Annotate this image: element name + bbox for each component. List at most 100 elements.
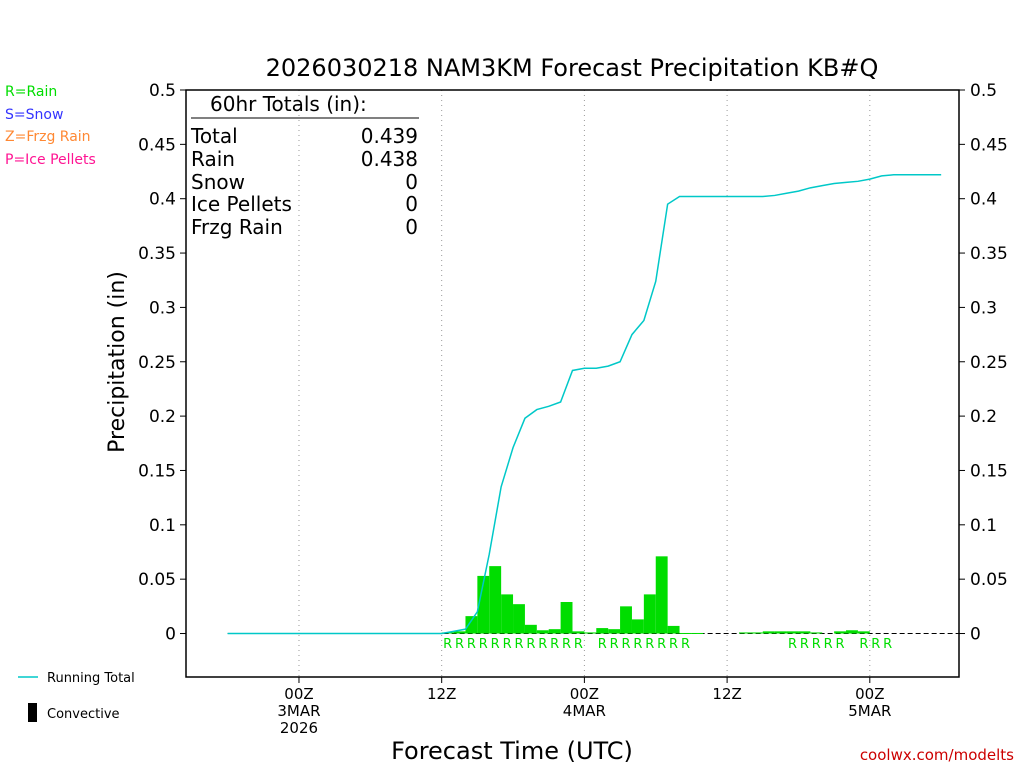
precip-type-label: R bbox=[871, 637, 880, 652]
totals-title: 60hr Totals (in): bbox=[210, 92, 367, 116]
y-tick-label-right: 0.5 bbox=[970, 81, 997, 101]
rain-bar bbox=[774, 631, 787, 634]
plot-frame bbox=[185, 89, 960, 678]
precip-type-label: R bbox=[657, 637, 666, 652]
rain-bar bbox=[655, 556, 668, 634]
credit-link[interactable]: coolwx.com/modelts bbox=[860, 746, 1014, 764]
rain-bar bbox=[608, 629, 621, 634]
totals-value-rain: 0.438 bbox=[361, 147, 418, 171]
legend-rain: R=Rain bbox=[5, 84, 57, 100]
totals-value-snow: 0 bbox=[405, 170, 418, 194]
precip-type-label: R bbox=[812, 637, 821, 652]
totals-label-ice: Ice Pellets bbox=[191, 192, 292, 216]
totals-label-total: Total bbox=[190, 124, 238, 148]
y-tick-label-left: 0.4 bbox=[149, 190, 176, 210]
y-tick-label-right: 0 bbox=[970, 625, 981, 645]
x-tick-label: 3MAR bbox=[277, 702, 320, 720]
precip-type-label: R bbox=[610, 637, 619, 652]
y-tick-label-right: 0.25 bbox=[970, 353, 1008, 373]
legend-running-total: Running Total bbox=[47, 671, 135, 686]
totals-label-frzg: Frzg Rain bbox=[191, 215, 283, 239]
precip-type-label: R bbox=[550, 637, 559, 652]
y-tick-label-right: 0.4 bbox=[970, 190, 997, 210]
convective-legend-swatch bbox=[28, 703, 37, 722]
y-tick-label-right: 0.05 bbox=[970, 570, 1008, 590]
rain-bar bbox=[762, 631, 775, 634]
y-tick-label-right: 0.45 bbox=[970, 135, 1008, 155]
precip-type-label: R bbox=[859, 637, 868, 652]
y-tick-label-left: 0.5 bbox=[149, 81, 176, 101]
y-tick-label-right: 0.15 bbox=[970, 461, 1008, 481]
rain-bar bbox=[548, 629, 561, 634]
chart-title: 2026030218 NAM3KM Forecast Precipitation… bbox=[266, 54, 879, 82]
totals-label-rain: Rain bbox=[191, 147, 235, 171]
precip-type-label: R bbox=[788, 637, 797, 652]
rain-bar bbox=[631, 619, 644, 634]
rain-bar bbox=[524, 624, 537, 634]
rain-bar bbox=[798, 631, 811, 634]
precip-type-label: R bbox=[443, 637, 452, 652]
precip-type-label: R bbox=[491, 637, 500, 652]
x-tick-label: 12Z bbox=[427, 685, 456, 703]
totals-value-ice: 0 bbox=[405, 192, 418, 216]
x-axis-label: Forecast Time (UTC) bbox=[391, 737, 633, 765]
totals-value-frzg: 0 bbox=[405, 215, 418, 239]
running-total-group bbox=[227, 174, 942, 635]
rain-bar bbox=[643, 594, 656, 634]
precip-type-label: R bbox=[836, 637, 845, 652]
y-tick-label-right: 0.2 bbox=[970, 407, 997, 427]
y-tick-label-right: 0.35 bbox=[970, 244, 1008, 264]
y-tick-label-left: 0.25 bbox=[138, 353, 176, 373]
x-tick-label: 00Z bbox=[570, 685, 599, 703]
bars-group bbox=[441, 556, 870, 634]
precip-type-label: R bbox=[479, 637, 488, 652]
precip-type-label: R bbox=[824, 637, 833, 652]
y-tick-label-left: 0.05 bbox=[138, 570, 176, 590]
precip-type-label: R bbox=[681, 637, 690, 652]
totals-box: 60hr Totals (in): Total 0.439 Rain 0.438… bbox=[190, 92, 419, 239]
precip-type-label: R bbox=[621, 637, 630, 652]
rain-bar bbox=[750, 632, 763, 634]
rain-bar bbox=[834, 631, 847, 634]
precip-type-label: R bbox=[669, 637, 678, 652]
legend-frzg: Z=Frzg Rain bbox=[5, 129, 91, 145]
precip-type-label: R bbox=[503, 637, 512, 652]
x-tick-label: 2026 bbox=[280, 719, 318, 737]
precip-type-label: R bbox=[598, 637, 607, 652]
y-tick-label-left: 0.3 bbox=[149, 298, 176, 318]
y-tick-label-right: 0.3 bbox=[970, 298, 997, 318]
y-axis-label: Precipitation (in) bbox=[105, 271, 130, 453]
rain-bar bbox=[513, 604, 525, 634]
x-tick-label: 00Z bbox=[855, 685, 884, 703]
totals-label-snow: Snow bbox=[191, 170, 245, 194]
rain-bar bbox=[620, 606, 632, 634]
x-tick-label: 5MAR bbox=[848, 702, 891, 720]
precip-type-label: R bbox=[514, 637, 523, 652]
running-total-line bbox=[227, 174, 942, 635]
rain-bar bbox=[453, 631, 466, 634]
precip-type-label: R bbox=[883, 637, 892, 652]
rain-bar bbox=[536, 630, 549, 634]
legend-convective: Convective bbox=[47, 707, 120, 722]
rain-bar bbox=[572, 631, 585, 634]
rain-bar bbox=[786, 631, 799, 634]
precip-type-label: R bbox=[455, 637, 464, 652]
rain-bar bbox=[501, 594, 514, 634]
grid-lines bbox=[227, 90, 959, 677]
legend-ice: P=Ice Pellets bbox=[5, 152, 96, 168]
rain-bar bbox=[584, 632, 597, 634]
precip-type-label: R bbox=[800, 637, 809, 652]
rain-bar bbox=[691, 632, 704, 634]
y-tick-label-left: 0 bbox=[165, 625, 176, 645]
precip-type-label: R bbox=[526, 637, 535, 652]
rain-bar bbox=[465, 616, 478, 634]
x-tick-label: 00Z bbox=[284, 685, 313, 703]
precip-type-label: R bbox=[562, 637, 571, 652]
y-tick-label-left: 0.45 bbox=[138, 135, 176, 155]
legend-snow: S=Snow bbox=[5, 107, 63, 123]
rain-bar bbox=[667, 625, 680, 634]
rain-bar bbox=[596, 628, 609, 634]
